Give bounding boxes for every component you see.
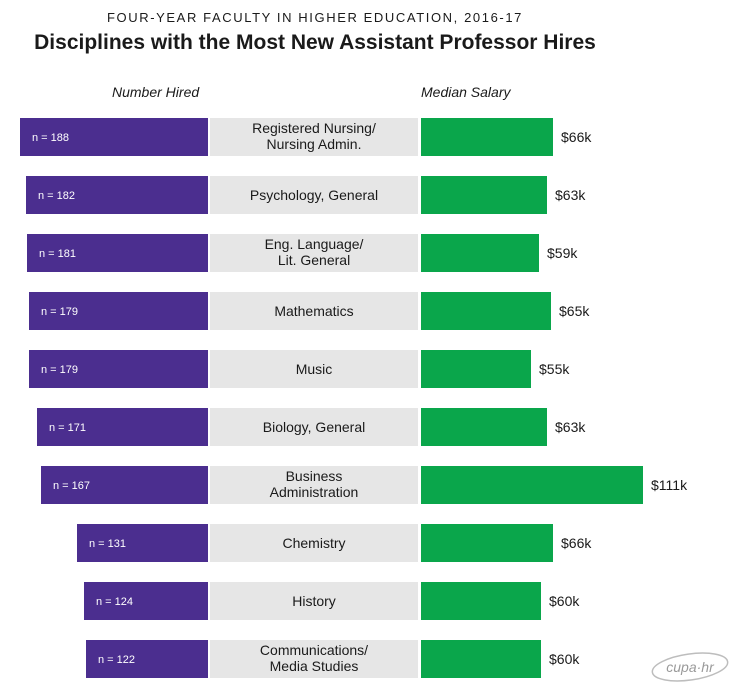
salary-bar bbox=[421, 466, 643, 504]
salary-bar bbox=[421, 524, 553, 562]
salary-value-label: $63k bbox=[555, 419, 586, 435]
category-band bbox=[210, 234, 418, 272]
category-label: Eng. Language/ bbox=[265, 236, 364, 252]
category-band bbox=[210, 408, 418, 446]
category-label: Chemistry bbox=[282, 535, 345, 551]
chart-supertitle: FOUR-YEAR FACULTY IN HIGHER EDUCATION, 2… bbox=[106, 10, 523, 25]
hired-bar bbox=[29, 292, 208, 330]
category-label: Business bbox=[286, 468, 343, 484]
salary-bar bbox=[421, 408, 547, 446]
category-label: Media Studies bbox=[270, 658, 359, 674]
category-label: Nursing Admin. bbox=[267, 136, 362, 152]
hired-bar bbox=[26, 176, 208, 214]
salary-bar bbox=[421, 176, 547, 214]
hired-value-label: n = 179 bbox=[41, 364, 78, 376]
median-salary-heading: Median Salary bbox=[421, 84, 511, 100]
category-band bbox=[210, 176, 418, 214]
hired-bar bbox=[77, 524, 208, 562]
salary-value-label: $65k bbox=[559, 303, 590, 319]
hired-value-label: n = 122 bbox=[98, 654, 135, 666]
salary-bar bbox=[421, 640, 541, 678]
category-label: Registered Nursing/ bbox=[252, 120, 376, 136]
salary-value-label: $66k bbox=[561, 535, 592, 551]
hired-value-label: n = 171 bbox=[49, 422, 86, 434]
hired-value-label: n = 182 bbox=[38, 190, 75, 202]
hired-bar bbox=[29, 350, 208, 388]
salary-value-label: $111k bbox=[651, 477, 688, 493]
hired-bar bbox=[27, 234, 208, 272]
hired-bar bbox=[37, 408, 208, 446]
category-label: Communications/ bbox=[260, 642, 368, 658]
category-band bbox=[210, 582, 418, 620]
category-band bbox=[210, 524, 418, 562]
chart-title: Disciplines with the Most New Assistant … bbox=[34, 31, 596, 54]
category-label: History bbox=[292, 593, 336, 609]
hired-bar bbox=[41, 466, 208, 504]
hired-value-label: n = 124 bbox=[96, 596, 133, 608]
hired-value-label: n = 179 bbox=[41, 306, 78, 318]
salary-bar bbox=[421, 582, 541, 620]
salary-value-label: $59k bbox=[547, 245, 578, 261]
salary-value-label: $55k bbox=[539, 361, 570, 377]
category-label: Biology, General bbox=[263, 419, 365, 435]
hired-value-label: n = 167 bbox=[53, 480, 90, 492]
hired-value-label: n = 131 bbox=[89, 538, 126, 550]
category-band bbox=[210, 118, 418, 156]
category-label: Lit. General bbox=[278, 252, 350, 268]
category-label: Psychology, General bbox=[250, 187, 378, 203]
category-band bbox=[210, 640, 418, 678]
salary-value-label: $60k bbox=[549, 593, 580, 609]
salary-value-label: $63k bbox=[555, 187, 586, 203]
number-hired-heading: Number Hired bbox=[112, 84, 200, 100]
hired-value-label: n = 188 bbox=[32, 132, 69, 144]
hired-value-label: n = 181 bbox=[39, 248, 76, 260]
category-band bbox=[210, 292, 418, 330]
salary-value-label: $60k bbox=[549, 651, 580, 667]
category-label: Music bbox=[296, 361, 333, 377]
category-band bbox=[210, 350, 418, 388]
cupa-hr-logo: cupa·hr bbox=[651, 652, 729, 682]
salary-bar bbox=[421, 350, 531, 388]
salary-bar bbox=[421, 118, 553, 156]
hired-bar bbox=[86, 640, 208, 678]
salary-value-label: $66k bbox=[561, 129, 592, 145]
salary-bar bbox=[421, 234, 539, 272]
hired-bar bbox=[20, 118, 208, 156]
salary-bar bbox=[421, 292, 551, 330]
svg-text:cupa·hr: cupa·hr bbox=[666, 659, 715, 675]
hired-bar bbox=[84, 582, 208, 620]
category-label: Administration bbox=[270, 484, 359, 500]
category-label: Mathematics bbox=[274, 303, 353, 319]
category-band bbox=[210, 466, 418, 504]
